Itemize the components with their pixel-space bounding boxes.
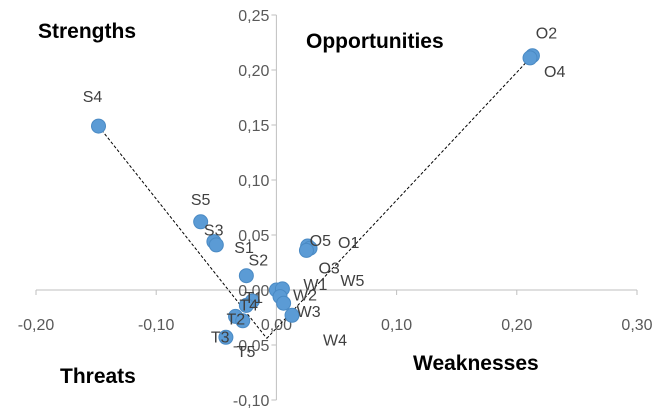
x-tick-label: 0,10 [381,317,412,334]
point-label-t3: T3 [211,329,230,346]
point-label-s5: S5 [191,192,211,209]
point-label-t1: T1 [244,290,263,307]
x-tick-label: -0,20 [18,317,55,334]
quadrant-label-threats: Threats [60,365,136,388]
data-point-o3 [298,242,314,258]
y-tick-label: 0,00 [238,283,269,300]
point-label-o3: O3 [318,260,339,277]
y-tick-label: 0,15 [238,118,269,135]
data-point-s1 [208,237,224,253]
point-label-w3: W3 [297,304,321,321]
point-label-w2: W2 [293,288,317,305]
y-tick-label: 0,05 [238,228,269,245]
point-label-o2: O2 [536,26,557,43]
trend-lines [98,55,533,339]
data-point-s4 [91,118,107,134]
data-points [91,48,540,345]
trend-line [98,125,268,339]
point-label-o5: O5 [310,233,331,250]
point-label-w4: W4 [323,332,347,349]
point-label-o1: O1 [338,235,359,252]
point-label-w5: W5 [340,273,364,290]
data-point-w4 [284,307,300,323]
point-label-t2: T2 [227,311,246,328]
data-point-t5 [235,313,251,329]
point-label-s3: S3 [204,223,224,240]
y-tick-label: 0,20 [238,63,269,80]
y-tick-label: -0,10 [233,393,270,410]
data-point-o4 [522,50,538,66]
point-label-t4: T4 [239,297,258,314]
point-label-s4: S4 [83,89,103,106]
quadrant-labels: Strengths Opportunities Threats Weakness… [38,20,539,388]
data-point-s2 [238,268,254,284]
point-label-t5: T5 [237,344,256,361]
quadrant-label-weaknesses: Weaknesses [413,352,539,375]
data-point-w3 [276,295,292,311]
axes: -0,20 -0,10 0,00 0,10 0,20 0,30 0,25 0,20 0,15 0,… [18,8,653,410]
y-tick-label: 0,25 [238,8,269,25]
quadrant-label-opportunities: Opportunities [306,30,444,53]
data-point-s5 [193,214,209,230]
point-label-s1: S1 [234,240,254,257]
quadrant-label-strengths: Strengths [38,20,136,43]
point-label-w1: W1 [303,277,327,294]
point-label-s2: S2 [249,253,269,270]
data-point-t4 [238,297,254,313]
point-label-o4: O4 [544,64,565,81]
y-tick-label: -0,05 [233,338,270,355]
data-point-t3 [218,329,234,345]
x-tick-label: 0,20 [501,317,532,334]
x-tick-label: -0,10 [138,317,175,334]
y-tick-label: 0,10 [238,173,269,190]
x-tick-label: 0,00 [261,317,292,334]
x-tick-label: 0,30 [621,317,652,334]
